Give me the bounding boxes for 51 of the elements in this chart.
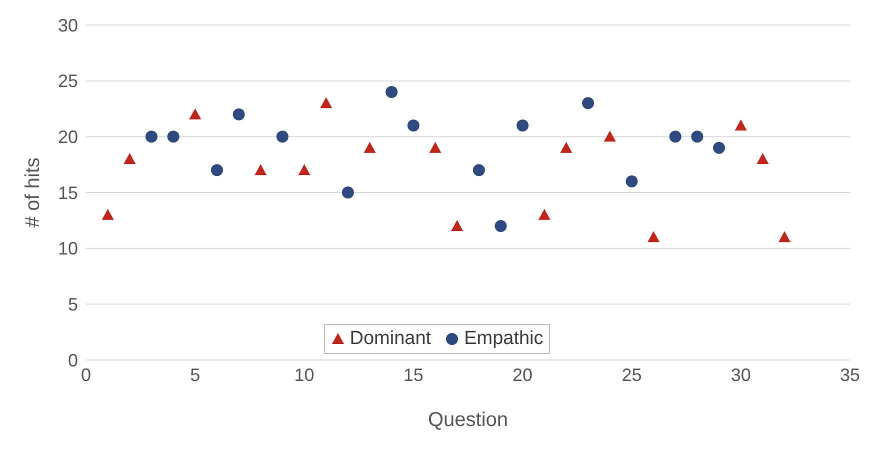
x-tick-label: 0 bbox=[80, 364, 92, 385]
point bbox=[538, 208, 550, 220]
point bbox=[364, 142, 376, 153]
x-tick-label: 30 bbox=[730, 364, 751, 385]
legend-label: Empathic bbox=[463, 328, 544, 350]
y-tick-label: 15 bbox=[58, 182, 78, 203]
point bbox=[713, 142, 726, 154]
point bbox=[124, 153, 136, 164]
x-tick-label: 20 bbox=[512, 364, 533, 385]
point bbox=[232, 108, 245, 120]
point bbox=[669, 130, 682, 143]
y-tick-label: 0 bbox=[68, 350, 78, 370]
point bbox=[451, 220, 464, 231]
x-axis-title: Question bbox=[428, 409, 508, 431]
point bbox=[145, 130, 158, 143]
point bbox=[189, 108, 202, 120]
point bbox=[276, 130, 288, 143]
x-tick-label: 15 bbox=[403, 364, 424, 385]
point bbox=[604, 130, 616, 142]
point bbox=[734, 120, 747, 130]
y-tick-label: 5 bbox=[68, 294, 78, 315]
legend-label: Dominant bbox=[348, 328, 432, 350]
x-tick-label: 10 bbox=[294, 364, 314, 385]
point bbox=[691, 130, 704, 143]
point bbox=[472, 164, 485, 176]
y-tick-label: 30 bbox=[58, 15, 78, 36]
point bbox=[778, 231, 791, 242]
point bbox=[648, 231, 660, 242]
point bbox=[516, 120, 529, 132]
point bbox=[429, 142, 442, 153]
point bbox=[560, 142, 572, 153]
point bbox=[254, 164, 267, 176]
x-tick-label: 5 bbox=[190, 364, 200, 385]
y-tick-label: 20 bbox=[58, 127, 78, 148]
y-axis-title: # of hits bbox=[22, 157, 44, 228]
point bbox=[582, 97, 594, 110]
point bbox=[407, 120, 420, 132]
point bbox=[494, 220, 507, 232]
point bbox=[626, 175, 638, 188]
point bbox=[210, 164, 223, 176]
point bbox=[102, 208, 114, 220]
y-tick-label: 25 bbox=[58, 71, 78, 92]
y-tick-label: 10 bbox=[58, 238, 78, 259]
point bbox=[756, 153, 769, 164]
point bbox=[320, 97, 332, 108]
point bbox=[342, 186, 354, 198]
point bbox=[386, 86, 398, 98]
point bbox=[298, 164, 310, 176]
x-tick-label: 25 bbox=[622, 364, 642, 385]
point bbox=[167, 130, 180, 143]
x-tick-label: 35 bbox=[840, 364, 860, 385]
